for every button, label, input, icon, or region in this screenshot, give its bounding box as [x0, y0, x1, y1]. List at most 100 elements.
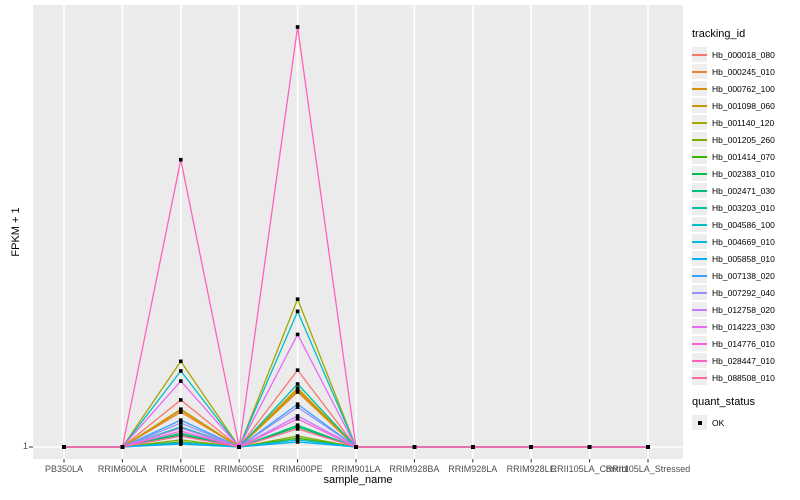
data-point [179, 379, 183, 383]
data-point [295, 405, 300, 409]
legend-title-quant-status: quant_status [692, 396, 755, 408]
data-point [295, 368, 300, 372]
legend-item-label: Hb_001205_260 [712, 134, 775, 145]
legend-key-swatch [692, 268, 707, 283]
data-point [179, 421, 183, 425]
data-point [179, 418, 183, 422]
x-tick-label-RRII105LA_Control: RRII105LA_Control [550, 464, 629, 474]
legend-key-swatch [692, 234, 707, 249]
data-point [295, 440, 300, 444]
legend-item-label: Hb_000245_010 [712, 66, 775, 77]
legend-key-swatch [692, 64, 707, 79]
data-point [179, 431, 183, 435]
data-point [179, 407, 183, 411]
legend-line-icon [692, 240, 707, 243]
legend-item-Hb_001205_260: Hb_001205_260 [692, 131, 798, 148]
data-point [587, 445, 592, 449]
legend-line-icon [692, 70, 707, 73]
legend-key-swatch [692, 166, 707, 181]
x-tick-label-RRIM901LA: RRIM901LA [331, 464, 381, 474]
legend-line-icon [692, 155, 707, 158]
legend-item-Hb_001140_120: Hb_001140_120 [692, 114, 798, 131]
legend-item-Hb_004669_010: Hb_004669_010 [692, 233, 798, 250]
legend-key-swatch [692, 81, 707, 96]
x-tick-label-RRIM600LA: RRIM600LA [97, 464, 147, 474]
data-point [179, 410, 183, 414]
legend-item-ok: OK [692, 414, 798, 431]
legend-key-swatch [692, 302, 707, 317]
legend-item-Hb_012758_020: Hb_012758_020 [692, 301, 798, 318]
legend-item-label: Hb_004669_010 [712, 236, 775, 247]
legend-line-icon [692, 376, 707, 379]
data-point [179, 359, 183, 364]
legend-item-label: Hb_000762_100 [712, 83, 775, 94]
legend-key-swatch [692, 132, 707, 147]
x-tick-label-RRIM928BA: RRIM928BA [389, 464, 440, 474]
data-point [295, 423, 300, 427]
x-tick-label-RRII105LA_Stressed: RRII105LA_Stressed [605, 464, 691, 474]
data-point [179, 429, 183, 433]
data-point [179, 434, 183, 438]
legend-quant-status: quant_status OK [692, 396, 798, 431]
data-point [295, 386, 300, 390]
legend-line-icon [692, 257, 707, 260]
legend-key-swatch [692, 336, 707, 351]
legend-item-label: Hb_004586_100 [712, 219, 775, 230]
legend-key-swatch [692, 115, 707, 130]
legend-item-label: Hb_002383_010 [712, 168, 775, 179]
data-point [412, 445, 417, 449]
legend-item-Hb_014776_010: Hb_014776_010 [692, 335, 798, 352]
legend-line-icon [692, 342, 707, 345]
legend-line-icon [692, 223, 707, 226]
legend-key-swatch [692, 370, 707, 385]
legend-item-Hb_007138_020: Hb_007138_020 [692, 267, 798, 284]
legend-item-label: Hb_007292_040 [712, 287, 775, 298]
legend-item-Hb_000762_100: Hb_000762_100 [692, 80, 798, 97]
data-point [529, 445, 533, 449]
legend-item-label: Hb_001098_060 [712, 100, 775, 111]
data-point [295, 309, 300, 314]
legend-item-Hb_002383_010: Hb_002383_010 [692, 165, 798, 182]
legend-item-label: OK [712, 417, 725, 428]
legend-key-swatch [692, 251, 707, 266]
plot-panel [33, 5, 683, 459]
data-point [295, 427, 300, 431]
legend-key-swatch [692, 217, 707, 232]
legend-key-swatch [692, 47, 707, 62]
data-point [295, 417, 300, 421]
legend-item-Hb_001414_070: Hb_001414_070 [692, 148, 798, 165]
legend-line-icon [692, 138, 707, 141]
data-point [471, 445, 475, 449]
legend-item-label: Hb_003203_010 [712, 202, 775, 213]
ok-marker-key [692, 415, 707, 430]
legend-item-Hb_001098_060: Hb_001098_060 [692, 97, 798, 114]
legend-item-label: Hb_088508_010 [712, 372, 775, 383]
x-axis-title: sample_name [323, 474, 393, 486]
legend-item-label: Hb_001140_120 [712, 117, 775, 128]
legend-item-Hb_005858_010: Hb_005858_010 [692, 250, 798, 267]
legend-item-label: Hb_001414_070 [712, 151, 775, 162]
legend-key-swatch [692, 200, 707, 215]
legend-item-label: Hb_002471_030 [712, 185, 775, 196]
legend-line-icon [692, 172, 707, 175]
data-point [295, 25, 300, 29]
legend-item-label: Hb_007138_020 [712, 270, 775, 281]
x-tick-label-RRIM600PE: RRIM600PE [272, 464, 323, 474]
legend-key-swatch [692, 183, 707, 198]
legend-item-Hb_007292_040: Hb_007292_040 [692, 284, 798, 301]
data-point [179, 426, 183, 430]
data-point [179, 369, 183, 373]
legend-line-icon [692, 121, 707, 124]
legend-item-label: Hb_014776_010 [712, 338, 775, 349]
x-tick-label-RRIM928LE: RRIM928LE [506, 464, 556, 474]
data-point [354, 445, 358, 449]
legend-line-icon [692, 104, 707, 107]
data-point [295, 382, 300, 386]
data-point [179, 157, 183, 162]
legend-item-Hb_002471_030: Hb_002471_030 [692, 182, 798, 199]
data-point [295, 438, 300, 442]
legend-line-icon [692, 189, 707, 192]
legend-item-Hb_000018_080: Hb_000018_080 [692, 46, 798, 63]
